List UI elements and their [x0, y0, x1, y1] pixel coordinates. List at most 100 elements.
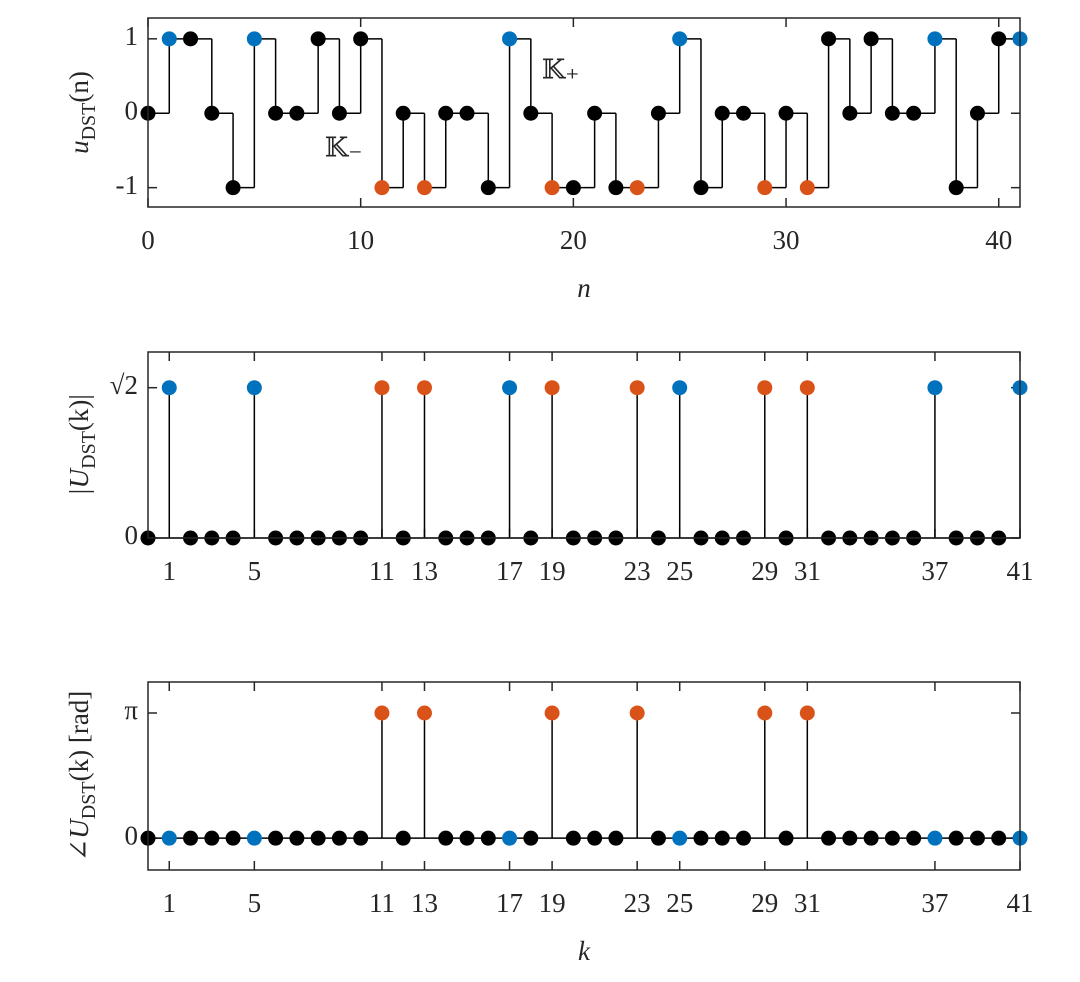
- y-tick-label: 1: [125, 21, 139, 51]
- marker: [225, 830, 241, 846]
- marker: [310, 31, 326, 47]
- marker: [587, 830, 603, 846]
- marker: [672, 380, 688, 396]
- x-tick-label: 31: [794, 888, 821, 918]
- marker: [161, 830, 177, 846]
- marker: [204, 105, 220, 121]
- y-tick-label: π: [124, 695, 138, 725]
- x-tick-label: 31: [794, 556, 821, 586]
- marker: [927, 380, 943, 396]
- marker: [757, 180, 773, 196]
- y-label-rest: (k) [rad]: [64, 691, 94, 782]
- marker: [289, 830, 305, 846]
- x-tick-label: 1: [163, 556, 177, 586]
- marker: [331, 105, 347, 121]
- marker: [693, 830, 709, 846]
- marker: [906, 830, 922, 846]
- axes-box: [147, 351, 1021, 539]
- marker: [416, 380, 432, 396]
- y-label-main: u: [64, 140, 94, 154]
- x-axis-label: k: [578, 936, 591, 966]
- x-tick-label: 37: [921, 556, 948, 586]
- marker: [374, 180, 390, 196]
- marker: [608, 180, 624, 196]
- x-tick-label: 17: [496, 556, 523, 586]
- marker: [842, 830, 858, 846]
- marker: [799, 180, 815, 196]
- marker: [969, 830, 985, 846]
- marker: [948, 180, 964, 196]
- marker: [778, 105, 794, 121]
- marker: [268, 830, 284, 846]
- y-tick-label: 0: [125, 95, 139, 125]
- marker: [374, 380, 390, 396]
- marker: [161, 31, 177, 47]
- axes-box: [147, 681, 1021, 871]
- axes-box: [147, 17, 1021, 208]
- marker: [629, 380, 645, 396]
- x-tick-label: 13: [411, 888, 438, 918]
- marker: [906, 105, 922, 121]
- y-label-rest: (k)|: [64, 394, 94, 431]
- y-label-sub: DST: [78, 781, 100, 819]
- x-tick-label: 23: [624, 888, 651, 918]
- marker: [629, 705, 645, 721]
- marker: [353, 830, 369, 846]
- x-tick-label: 11: [369, 888, 395, 918]
- marker: [289, 105, 305, 121]
- marker: [331, 830, 347, 846]
- x-tick-label: 20: [560, 225, 587, 255]
- marker: [438, 830, 454, 846]
- marker: [374, 705, 390, 721]
- marker: [268, 105, 284, 121]
- marker: [480, 830, 496, 846]
- annotation: 𝕂₊: [542, 55, 580, 85]
- marker: [672, 31, 688, 47]
- marker: [821, 31, 837, 47]
- marker: [246, 31, 262, 47]
- x-tick-label: 23: [624, 556, 651, 586]
- marker: [395, 830, 411, 846]
- x-tick-label: 17: [496, 888, 523, 918]
- x-tick-label: 1: [163, 888, 177, 918]
- x-tick-label: 10: [347, 225, 374, 255]
- marker: [565, 830, 581, 846]
- x-tick-label: 19: [539, 888, 566, 918]
- marker: [544, 705, 560, 721]
- marker: [544, 380, 560, 396]
- marker: [948, 830, 964, 846]
- y-label-main: ∠U: [64, 818, 94, 862]
- marker: [736, 105, 752, 121]
- marker: [459, 105, 475, 121]
- marker: [395, 105, 411, 121]
- x-tick-label: 5: [248, 888, 262, 918]
- x-tick-label: 13: [411, 556, 438, 586]
- y-tick-label: 0: [125, 520, 139, 550]
- marker: [246, 380, 262, 396]
- marker: [693, 180, 709, 196]
- marker: [650, 105, 666, 121]
- marker: [225, 180, 241, 196]
- marker: [161, 380, 177, 396]
- marker: [927, 31, 943, 47]
- marker: [884, 105, 900, 121]
- y-label-main: |U: [64, 467, 94, 495]
- marker: [310, 830, 326, 846]
- marker: [438, 105, 454, 121]
- marker: [714, 105, 730, 121]
- y-tick-label: 0: [125, 820, 139, 850]
- x-tick-label: 5: [248, 556, 262, 586]
- marker: [863, 830, 879, 846]
- marker: [565, 180, 581, 196]
- marker: [714, 830, 730, 846]
- x-tick-label: 40: [985, 225, 1012, 255]
- marker: [884, 830, 900, 846]
- x-tick-label: 0: [141, 225, 155, 255]
- y-axis-label: ∠UDST(k) [rad]: [64, 691, 99, 862]
- marker: [416, 180, 432, 196]
- y-axis-label: |UDST(k)|: [64, 394, 99, 496]
- y-label-sub: DST: [78, 431, 100, 469]
- marker: [353, 31, 369, 47]
- marker: [991, 830, 1007, 846]
